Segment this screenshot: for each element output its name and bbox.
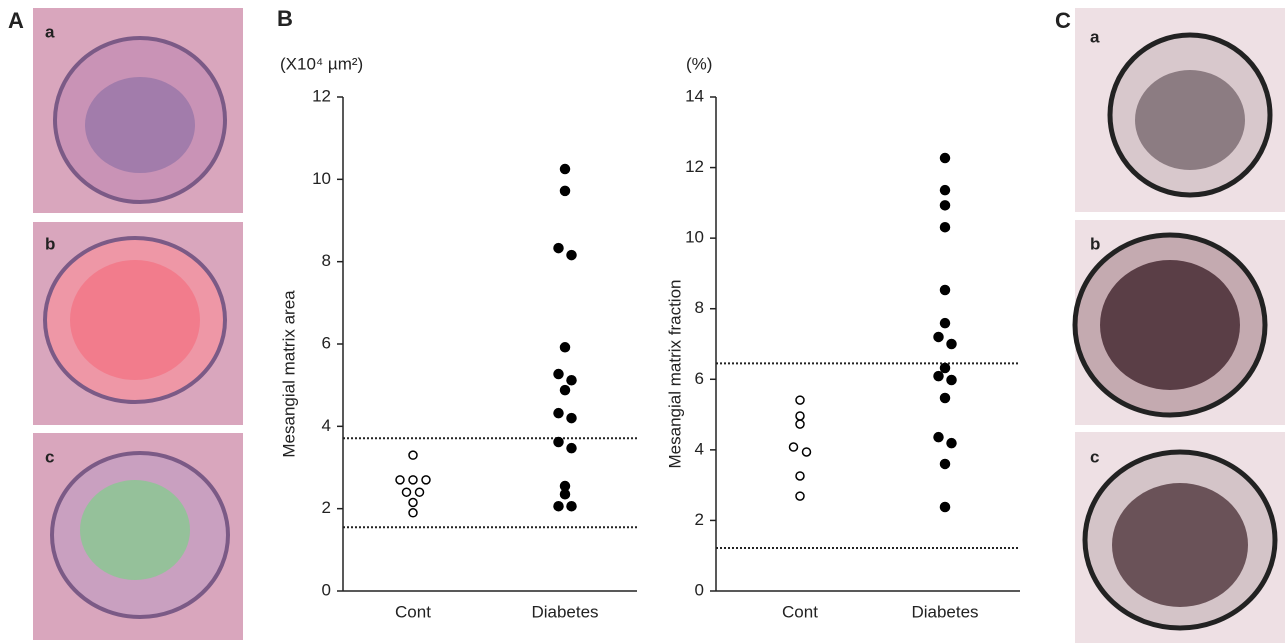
data-point xyxy=(414,487,425,497)
data-point xyxy=(939,317,951,329)
data-point xyxy=(788,442,799,452)
x-tick-label: Diabetes xyxy=(911,602,978,621)
x-tick-label: Cont xyxy=(782,602,818,621)
data-point xyxy=(946,374,957,386)
data-point xyxy=(421,475,431,485)
y-tick-label: 2 xyxy=(322,498,331,517)
y-axis-label: Mesangial matrix area xyxy=(279,290,298,458)
y-tick-label: 10 xyxy=(312,169,331,188)
y-tick-label: 0 xyxy=(322,580,331,599)
panel-label: A xyxy=(8,8,24,33)
histology-a xyxy=(33,8,243,640)
glomerulus-core xyxy=(1112,483,1248,607)
data-point xyxy=(553,407,564,419)
glomerulus-core xyxy=(1100,260,1240,390)
data-point xyxy=(795,395,805,405)
data-point xyxy=(408,450,418,460)
tile-label: b xyxy=(45,234,55,253)
data-point xyxy=(939,221,951,233)
data-point xyxy=(795,491,805,501)
tile-label: a xyxy=(1090,27,1100,46)
glomerulus-core xyxy=(80,480,190,580)
data-point xyxy=(553,436,564,448)
data-point xyxy=(408,508,418,518)
data-point xyxy=(566,412,577,424)
data-point xyxy=(946,437,957,449)
data-point xyxy=(946,338,957,350)
y-tick-label: 2 xyxy=(695,510,704,529)
y-tick-label: 0 xyxy=(695,580,704,599)
data-point xyxy=(933,431,944,443)
tile-label: b xyxy=(1090,234,1100,253)
data-point xyxy=(395,475,405,485)
y-tick-label: 12 xyxy=(312,86,331,105)
data-point xyxy=(939,458,951,470)
data-point xyxy=(553,242,564,254)
data-point xyxy=(933,370,944,382)
tile-label: a xyxy=(45,22,55,41)
histology-c xyxy=(1072,8,1285,643)
panel-label: B xyxy=(277,6,293,31)
data-point xyxy=(939,362,951,374)
data-point xyxy=(795,419,805,429)
y-tick-label: 4 xyxy=(322,416,331,435)
unit-label: (%) xyxy=(686,54,712,73)
y-tick-label: 8 xyxy=(322,251,331,270)
data-point xyxy=(408,475,418,485)
tile-label: c xyxy=(1090,447,1099,466)
y-axis-label: Mesangial matrix fraction xyxy=(665,280,684,469)
data-point xyxy=(795,411,805,421)
unit-label: (X10⁴ µm²) xyxy=(280,54,363,73)
data-point xyxy=(566,249,577,261)
data-point xyxy=(566,374,577,386)
data-point xyxy=(559,342,571,353)
data-point xyxy=(566,500,577,512)
y-tick-label: 10 xyxy=(685,228,704,247)
data-point xyxy=(559,185,571,197)
glomerulus-core xyxy=(85,77,195,173)
y-tick-label: 4 xyxy=(695,439,704,458)
data-point xyxy=(553,368,564,380)
y-tick-label: 6 xyxy=(322,333,331,352)
y-tick-label: 8 xyxy=(695,298,704,317)
data-point xyxy=(939,501,951,513)
data-point xyxy=(939,392,951,404)
data-point xyxy=(566,442,577,454)
data-point xyxy=(933,331,944,343)
x-tick-label: Diabetes xyxy=(531,602,598,621)
data-point xyxy=(939,152,951,164)
data-point xyxy=(559,384,571,396)
glomerulus-core xyxy=(70,260,200,380)
data-point xyxy=(553,500,564,512)
data-point xyxy=(401,487,412,497)
data-point xyxy=(408,497,418,508)
data-point xyxy=(939,200,951,211)
x-tick-label: Cont xyxy=(395,602,431,621)
data-point xyxy=(801,447,812,457)
y-tick-label: 14 xyxy=(685,86,704,105)
data-point xyxy=(795,471,805,481)
tile-label: c xyxy=(45,447,54,466)
data-point xyxy=(939,284,951,296)
data-point xyxy=(559,163,571,175)
y-tick-label: 6 xyxy=(695,369,704,388)
y-tick-label: 12 xyxy=(685,157,704,176)
panel-label: C xyxy=(1055,8,1071,33)
data-point xyxy=(939,184,951,196)
data-point xyxy=(559,489,571,500)
glomerulus-core xyxy=(1135,70,1245,170)
